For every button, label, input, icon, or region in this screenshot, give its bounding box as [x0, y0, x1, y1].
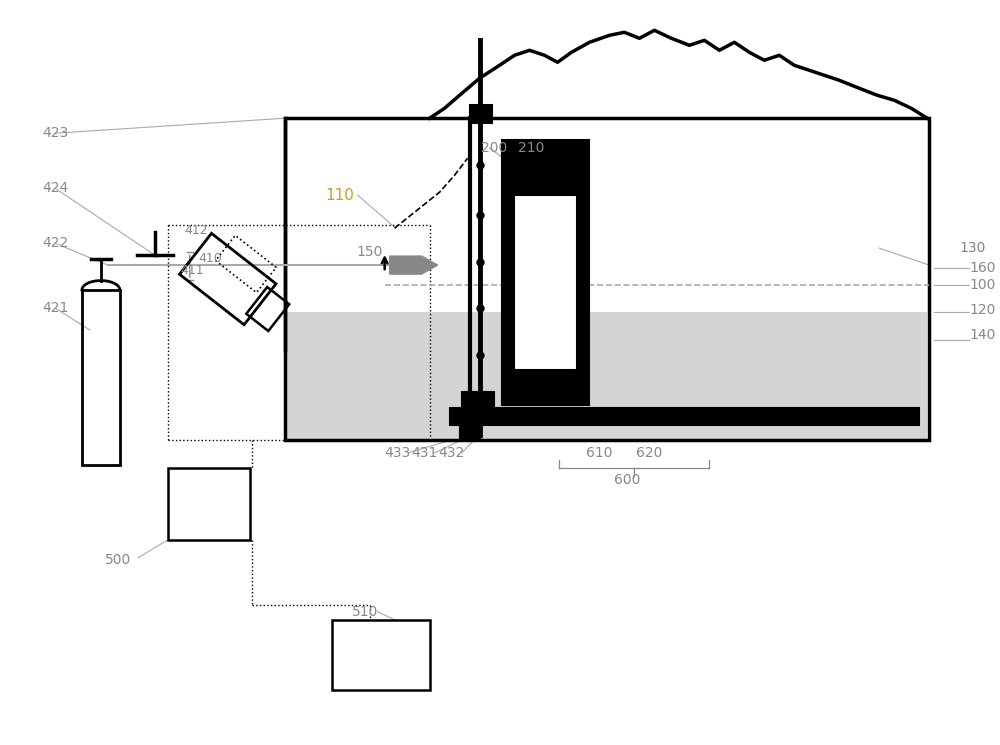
Text: 431: 431: [411, 446, 438, 460]
Text: 422: 422: [42, 236, 68, 250]
Text: 610: 610: [586, 446, 613, 460]
Bar: [287, 312, 927, 440]
Text: 510: 510: [351, 605, 378, 619]
Text: 150: 150: [356, 245, 383, 259]
Text: 424: 424: [42, 181, 68, 195]
Bar: [82, 290, 120, 465]
Text: 620: 620: [636, 446, 663, 460]
Text: 210: 210: [518, 142, 545, 155]
Bar: [502, 140, 589, 405]
Text: 411: 411: [180, 264, 204, 276]
Text: 600: 600: [614, 473, 641, 487]
Bar: [285, 118, 929, 440]
Bar: [460, 422, 480, 440]
Text: 412: 412: [184, 224, 208, 237]
Bar: [168, 468, 250, 540]
Bar: [246, 287, 289, 331]
Text: 421: 421: [42, 301, 68, 315]
Bar: [180, 233, 276, 325]
Bar: [514, 195, 577, 370]
Text: 110: 110: [325, 188, 354, 203]
FancyArrow shape: [390, 256, 438, 274]
Text: 423: 423: [42, 126, 68, 140]
Text: 100: 100: [969, 278, 996, 292]
Text: 500: 500: [105, 553, 131, 567]
Text: 200: 200: [481, 142, 508, 155]
Bar: [869, 412, 911, 422]
Text: 120: 120: [969, 303, 996, 317]
Text: 432: 432: [438, 446, 465, 460]
Text: 410: 410: [198, 252, 222, 264]
Bar: [216, 235, 276, 293]
Text: 130: 130: [959, 241, 986, 255]
Text: 140: 140: [969, 328, 996, 342]
Text: 433: 433: [385, 446, 411, 460]
Bar: [332, 620, 430, 690]
Bar: [470, 105, 492, 123]
Bar: [462, 392, 494, 407]
Bar: [450, 408, 919, 425]
Text: 160: 160: [969, 261, 996, 275]
